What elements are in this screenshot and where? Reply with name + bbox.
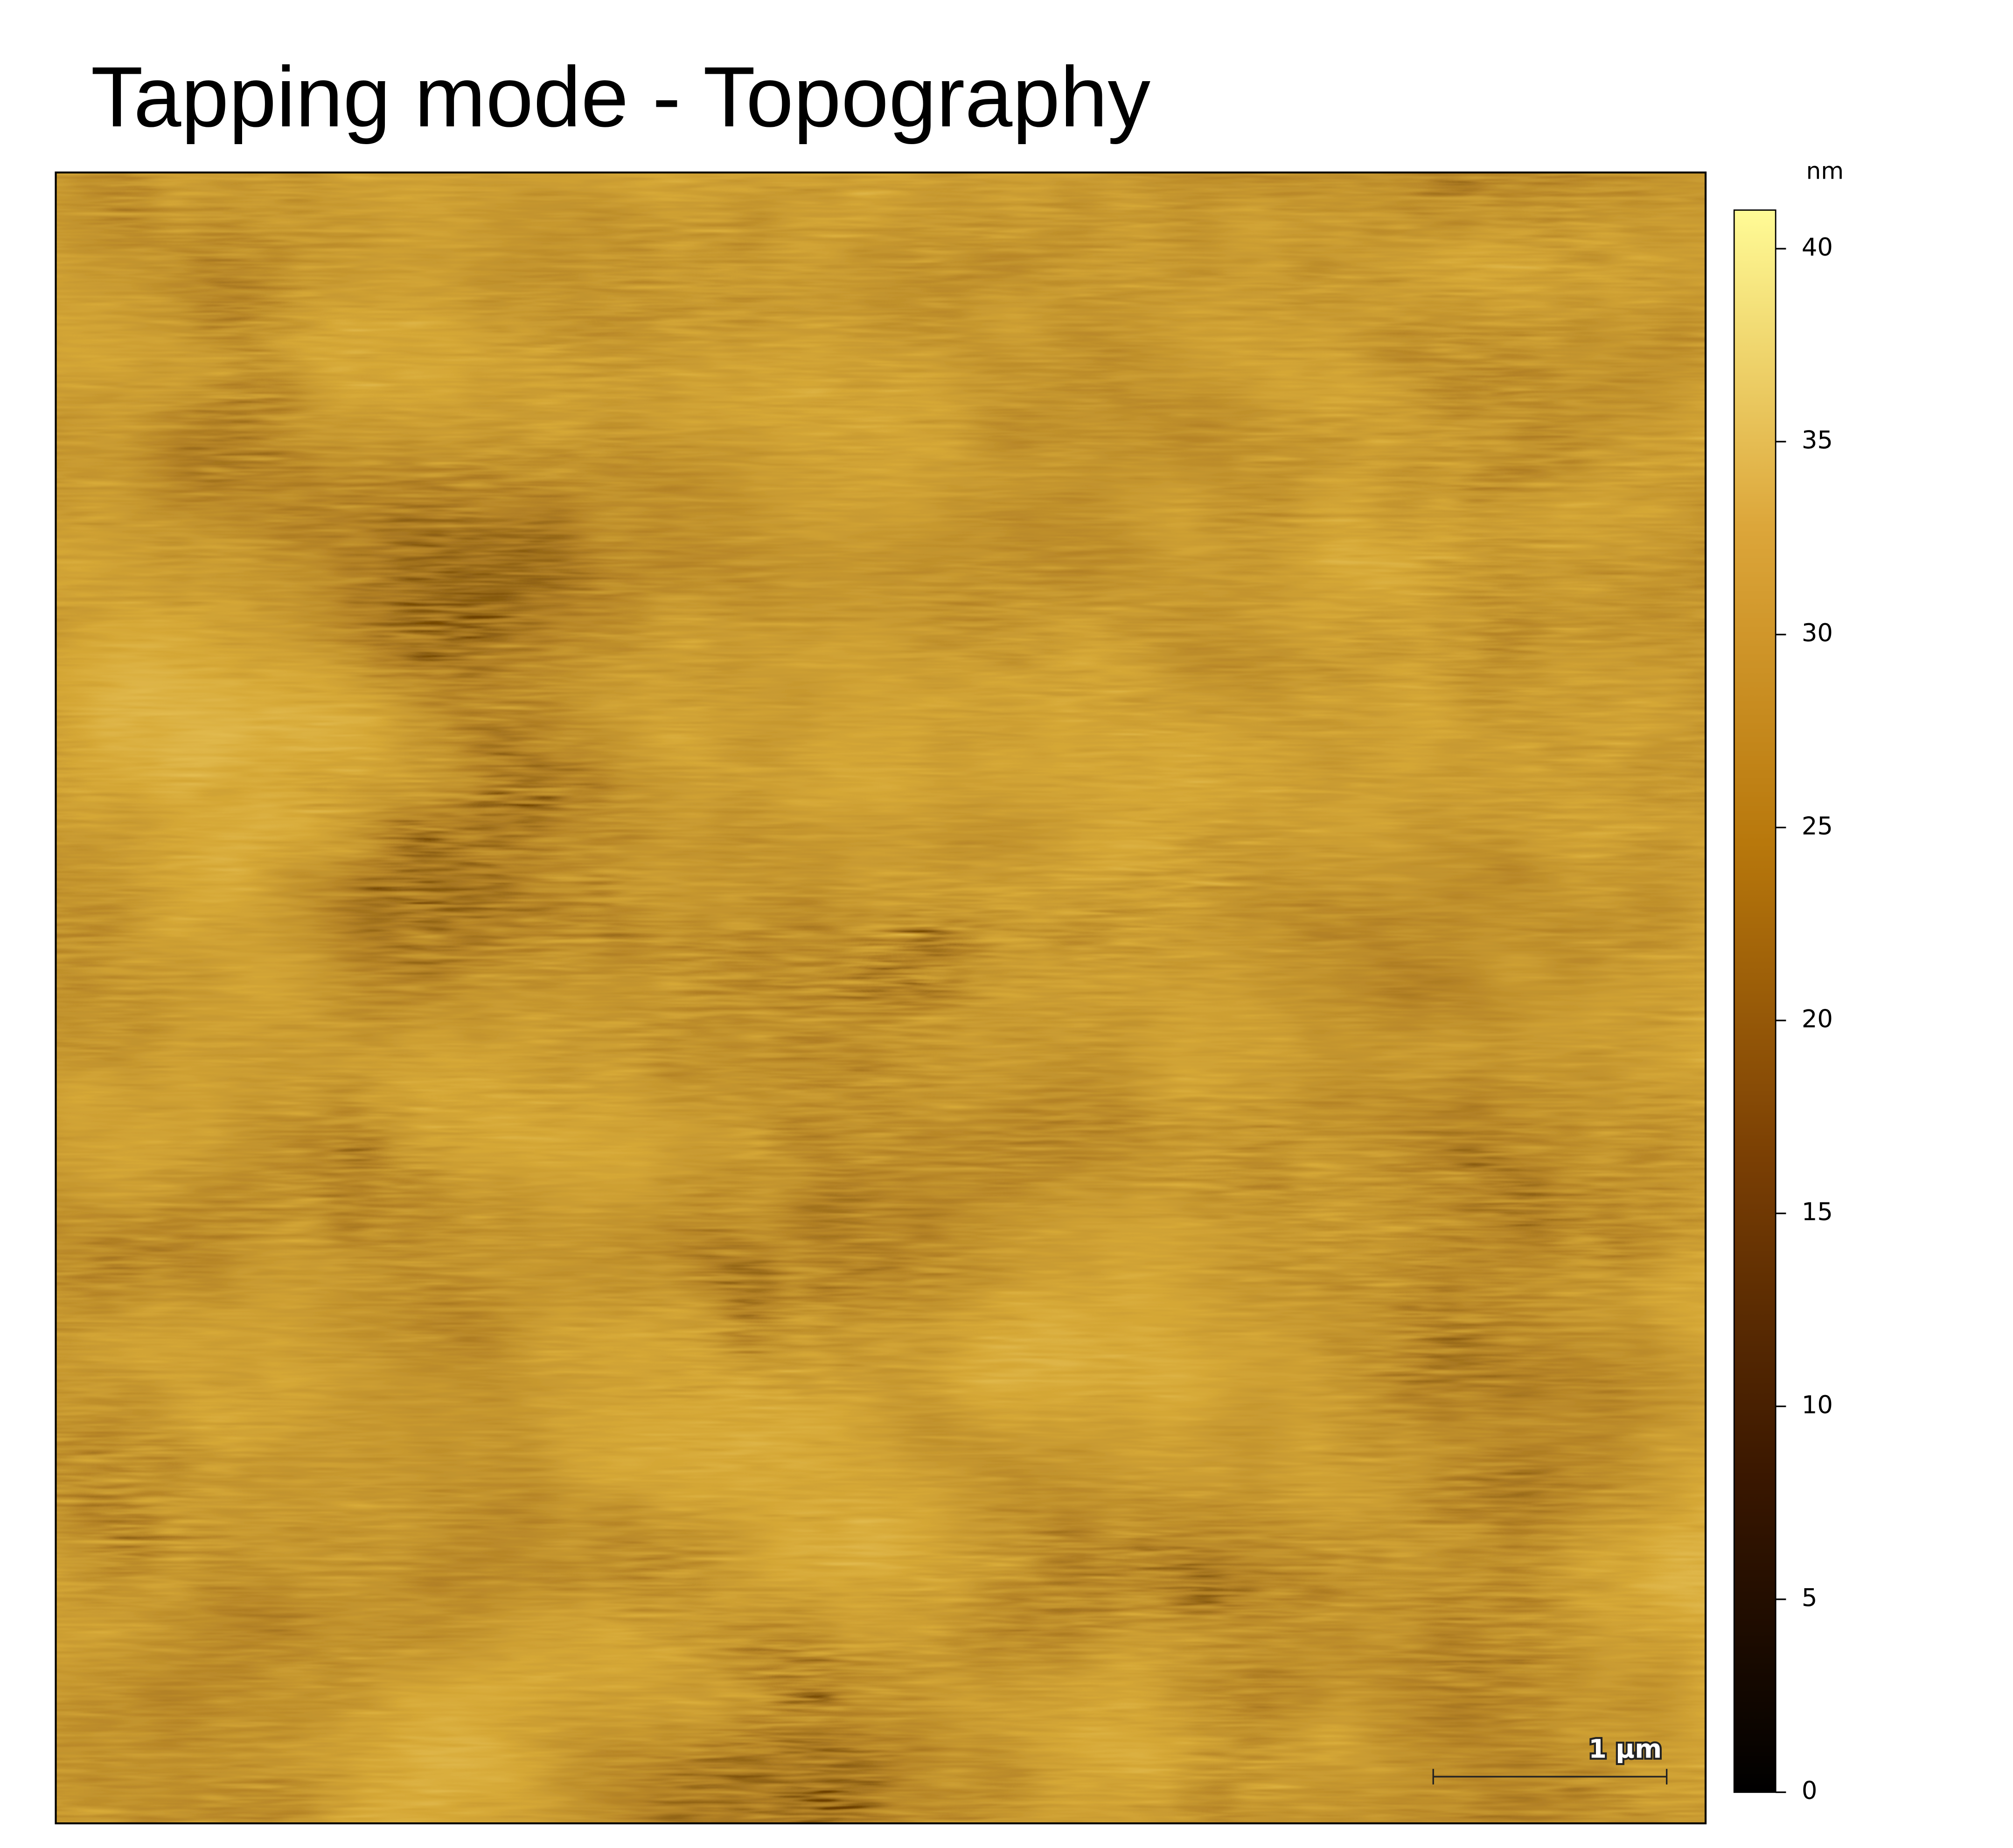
colorbar-tick-label: 20 — [1802, 1005, 1833, 1033]
image-frame — [55, 171, 1707, 1825]
colorbar — [1733, 209, 1776, 1793]
colorbar-tick-label: 25 — [1802, 812, 1833, 841]
colorbar-tick-label: 5 — [1802, 1584, 1818, 1612]
colorbar-tick-label: 10 — [1802, 1391, 1833, 1419]
chart-title: Tapping mode - Topography — [91, 49, 1151, 145]
colorbar-tick-label: 15 — [1802, 1198, 1833, 1226]
colorbar-label: nm — [1806, 157, 1844, 184]
colorbar-tick-label: 40 — [1802, 233, 1833, 262]
colorbar-tick-label: 35 — [1802, 426, 1833, 454]
scale-bar-label: 1 µm — [1588, 1734, 1662, 1765]
scale-bar: 1 µm — [1432, 1732, 1668, 1785]
colorbar-tick-label: 0 — [1802, 1777, 1818, 1805]
topography-image — [56, 172, 1706, 1824]
colorbar-tick-label: 30 — [1802, 619, 1833, 647]
